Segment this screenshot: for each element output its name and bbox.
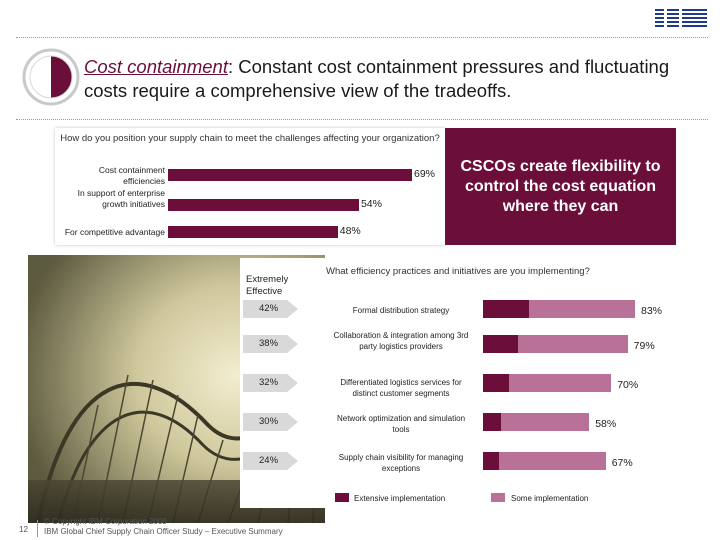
some-segment [508,374,612,392]
positioning-chart-panel [55,128,445,245]
stacked-bar [483,413,590,431]
legend-label-extensive: Extensive implementation [354,494,446,503]
effectiveness-arrow-badge: 32% [243,374,298,392]
footer-copyright: © Copyright IBM Corporation 2009 [44,517,167,526]
legend-swatch-extensive [335,493,349,502]
footer-study: IBM Global Chief Supply Chain Officer St… [44,527,283,536]
effectiveness-arrow-badge: 38% [243,335,298,353]
total-value-label: 67% [611,457,633,469]
extensive-segment [483,374,509,392]
bar-category-label: In support of enterprise growth initiati… [77,188,165,209]
extensive-segment [483,335,518,353]
stacked-bar [483,452,606,470]
practice-label: Formal distribution strategy [352,306,450,315]
title-rest: : Constant cost containment pressures an… [84,56,670,101]
total-value-label: 79% [633,340,655,352]
arrow-shape-icon [243,374,298,392]
practice-label: Collaboration & integration among 3rd pa… [333,331,469,351]
arrow-shape-icon [243,413,298,431]
header-rule [16,37,708,38]
practice-label: Network optimization and simulation tool… [336,414,466,434]
total-value-label: 83% [641,305,663,317]
some-segment [501,413,590,431]
extremely-effective-label: Extremely Effective [246,274,289,297]
bar-value-label: 69% [414,168,436,180]
stacked-bar [483,300,635,318]
legend-swatch-some [491,493,505,502]
some-segment [517,335,628,353]
page-title: Cost containment: Constant cost containm… [84,55,684,103]
half-circle-emblem-icon [22,48,80,106]
bar-value-label: 48% [339,225,361,237]
bar-category-label: Cost containment efficiencies [98,165,165,186]
bar-value-label: 54% [360,198,382,210]
total-value-label: 70% [617,379,639,391]
legend-label-some: Some implementation [511,494,589,503]
extremely-effective-value: 42% [259,303,279,314]
arrow-shape-icon [243,300,298,318]
bar-category-label: For competitive advantage [64,227,165,237]
extremely-effective-value: 30% [259,416,279,427]
extensive-segment [483,300,529,318]
effectiveness-arrow-badge: 30% [243,413,298,431]
bar [168,226,338,238]
footer-rule [37,520,38,537]
some-segment [499,452,606,470]
ibm-logo [655,9,707,29]
positioning-question: How do you position your supply chain to… [60,133,440,144]
arrow-shape-icon [243,335,298,353]
bar [168,199,359,211]
stacked-bar [483,374,612,392]
callout-box: CSCOs create flexibility to control the … [445,128,676,245]
extensive-segment [483,413,502,431]
extremely-effective-value: 24% [259,455,279,466]
extremely-effective-value: 32% [259,377,279,388]
title-lead: Cost containment [84,56,228,77]
stacked-bar [483,335,628,353]
some-segment [528,300,635,318]
practices-question: What efficiency practices and initiative… [326,266,590,277]
practice-label: Supply chain visibility for managing exc… [338,453,464,473]
callout-text: CSCOs create flexibility to control the … [460,157,661,215]
footer-text: © Copyright IBM Corporation 2009 IBM Glo… [44,517,283,537]
practice-label: Differentiated logistics services for di… [340,378,462,398]
title-rule [16,119,708,120]
total-value-label: 58% [595,418,617,430]
effectiveness-arrow-badge: 24% [243,452,298,470]
arrow-shape-icon [243,452,298,470]
effectiveness-arrow-badge: 42% [243,300,298,318]
page-number: 12 [19,525,28,534]
extensive-segment [483,452,500,470]
bar [168,169,412,181]
extremely-effective-value: 38% [259,338,279,349]
